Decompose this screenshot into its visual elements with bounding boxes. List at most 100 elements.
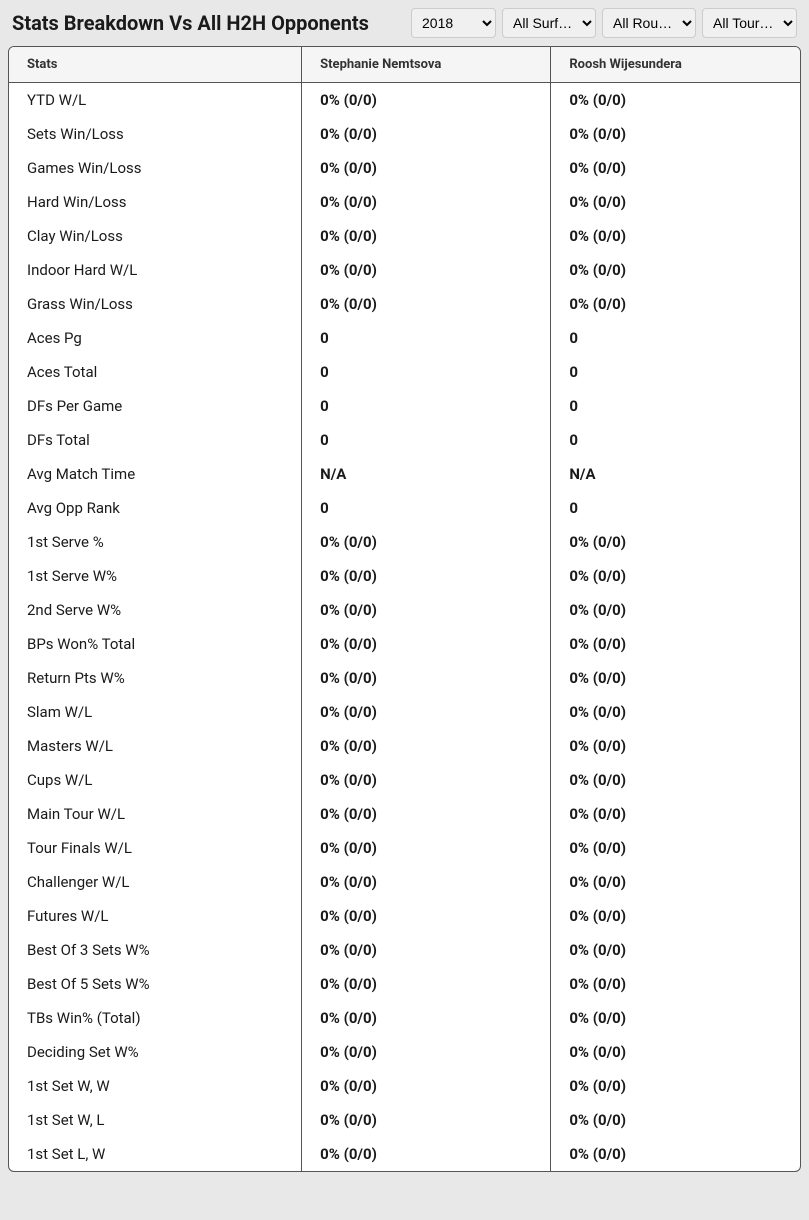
stat-value: 0	[551, 389, 800, 423]
table-row: 1st Set L, W0% (0/0)0% (0/0)	[9, 1137, 800, 1171]
stat-value: 0% (0/0)	[551, 729, 800, 763]
stat-value: 0% (0/0)	[302, 967, 551, 1001]
stat-value: 0% (0/0)	[551, 899, 800, 933]
stat-label: Aces Pg	[9, 321, 302, 355]
table-row: Main Tour W/L0% (0/0)0% (0/0)	[9, 797, 800, 831]
stat-label: BPs Won% Total	[9, 627, 302, 661]
stat-label: DFs Total	[9, 423, 302, 457]
stat-value: 0% (0/0)	[551, 525, 800, 559]
stat-label: Slam W/L	[9, 695, 302, 729]
stat-label: Avg Match Time	[9, 457, 302, 491]
stat-value: 0% (0/0)	[551, 253, 800, 287]
column-header-player2: Roosh Wijesundera	[551, 47, 800, 83]
table-row: BPs Won% Total0% (0/0)0% (0/0)	[9, 627, 800, 661]
stat-label: Grass Win/Loss	[9, 287, 302, 321]
stat-label: Cups W/L	[9, 763, 302, 797]
surface-filter[interactable]: All Surf…	[502, 8, 596, 38]
table-row: Tour Finals W/L0% (0/0)0% (0/0)	[9, 831, 800, 865]
stat-value: 0% (0/0)	[302, 525, 551, 559]
stats-table: Stats Stephanie Nemtsova Roosh Wijesunde…	[9, 47, 800, 1171]
table-row: Indoor Hard W/L0% (0/0)0% (0/0)	[9, 253, 800, 287]
stat-label: Aces Total	[9, 355, 302, 389]
stat-value: 0% (0/0)	[551, 185, 800, 219]
filters-group: 2018 All Surf… All Rou… All Tour…	[411, 8, 797, 38]
stat-value: 0% (0/0)	[551, 593, 800, 627]
stat-label: Deciding Set W%	[9, 1035, 302, 1069]
stat-value: 0% (0/0)	[551, 83, 800, 118]
stat-value: 0% (0/0)	[551, 967, 800, 1001]
stat-label: 1st Serve %	[9, 525, 302, 559]
stat-label: Futures W/L	[9, 899, 302, 933]
stat-value: 0% (0/0)	[302, 729, 551, 763]
stat-value: 0% (0/0)	[302, 695, 551, 729]
stat-value: 0% (0/0)	[302, 797, 551, 831]
stat-value: 0% (0/0)	[302, 899, 551, 933]
table-header-row: Stats Stephanie Nemtsova Roosh Wijesunde…	[9, 47, 800, 83]
stat-value: 0% (0/0)	[551, 287, 800, 321]
stats-table-body: YTD W/L0% (0/0)0% (0/0)Sets Win/Loss0% (…	[9, 83, 800, 1172]
stat-value: 0% (0/0)	[302, 1103, 551, 1137]
table-row: DFs Total00	[9, 423, 800, 457]
column-header-stats: Stats	[9, 47, 302, 83]
year-filter[interactable]: 2018	[411, 8, 496, 38]
stat-label: Tour Finals W/L	[9, 831, 302, 865]
stat-label: Masters W/L	[9, 729, 302, 763]
stat-label: 1st Set W, L	[9, 1103, 302, 1137]
stat-label: Main Tour W/L	[9, 797, 302, 831]
stat-value: 0% (0/0)	[302, 627, 551, 661]
stat-value: 0% (0/0)	[302, 151, 551, 185]
stat-label: YTD W/L	[9, 83, 302, 118]
table-row: 1st Set W, L0% (0/0)0% (0/0)	[9, 1103, 800, 1137]
round-filter[interactable]: All Rou…	[602, 8, 696, 38]
stat-label: 1st Set W, W	[9, 1069, 302, 1103]
table-row: Aces Total00	[9, 355, 800, 389]
stat-value: 0% (0/0)	[551, 933, 800, 967]
stat-value: 0% (0/0)	[302, 661, 551, 695]
stat-label: 1st Set L, W	[9, 1137, 302, 1171]
stat-value: 0% (0/0)	[551, 1001, 800, 1035]
table-row: 1st Serve W%0% (0/0)0% (0/0)	[9, 559, 800, 593]
stat-label: Challenger W/L	[9, 865, 302, 899]
stat-value: 0% (0/0)	[302, 219, 551, 253]
stat-value: 0% (0/0)	[302, 83, 551, 118]
table-row: Best Of 3 Sets W%0% (0/0)0% (0/0)	[9, 933, 800, 967]
stats-table-container: Stats Stephanie Nemtsova Roosh Wijesunde…	[8, 46, 801, 1172]
stat-value: 0	[302, 355, 551, 389]
stat-value: 0% (0/0)	[551, 627, 800, 661]
page-title: Stats Breakdown Vs All H2H Opponents	[12, 11, 369, 35]
table-row: Avg Match TimeN/AN/A	[9, 457, 800, 491]
stat-value: 0% (0/0)	[551, 1103, 800, 1137]
stat-label: Best Of 3 Sets W%	[9, 933, 302, 967]
stat-value: 0% (0/0)	[551, 1137, 800, 1171]
stat-value: 0	[302, 423, 551, 457]
stat-value: 0% (0/0)	[551, 1035, 800, 1069]
table-row: TBs Win% (Total)0% (0/0)0% (0/0)	[9, 1001, 800, 1035]
stat-value: 0	[302, 389, 551, 423]
table-row: Futures W/L0% (0/0)0% (0/0)	[9, 899, 800, 933]
stat-value: N/A	[302, 457, 551, 491]
header-row: Stats Breakdown Vs All H2H Opponents 201…	[8, 8, 801, 38]
stat-label: Clay Win/Loss	[9, 219, 302, 253]
stat-label: 2nd Serve W%	[9, 593, 302, 627]
table-row: DFs Per Game00	[9, 389, 800, 423]
stat-label: 1st Serve W%	[9, 559, 302, 593]
stat-value: 0% (0/0)	[551, 559, 800, 593]
table-row: Challenger W/L0% (0/0)0% (0/0)	[9, 865, 800, 899]
stat-value: 0% (0/0)	[551, 797, 800, 831]
table-row: 1st Serve %0% (0/0)0% (0/0)	[9, 525, 800, 559]
table-row: Cups W/L0% (0/0)0% (0/0)	[9, 763, 800, 797]
tour-filter[interactable]: All Tour…	[702, 8, 797, 38]
stat-value: 0% (0/0)	[302, 559, 551, 593]
stats-container: Stats Breakdown Vs All H2H Opponents 201…	[0, 0, 809, 1180]
column-header-player1: Stephanie Nemtsova	[302, 47, 551, 83]
stat-label: Return Pts W%	[9, 661, 302, 695]
stat-label: Games Win/Loss	[9, 151, 302, 185]
stat-value: 0% (0/0)	[302, 763, 551, 797]
stat-value: 0% (0/0)	[551, 661, 800, 695]
table-row: 2nd Serve W%0% (0/0)0% (0/0)	[9, 593, 800, 627]
stat-value: 0% (0/0)	[302, 1035, 551, 1069]
stat-value: 0% (0/0)	[551, 1069, 800, 1103]
table-row: Deciding Set W%0% (0/0)0% (0/0)	[9, 1035, 800, 1069]
table-row: Best Of 5 Sets W%0% (0/0)0% (0/0)	[9, 967, 800, 1001]
table-row: Games Win/Loss0% (0/0)0% (0/0)	[9, 151, 800, 185]
